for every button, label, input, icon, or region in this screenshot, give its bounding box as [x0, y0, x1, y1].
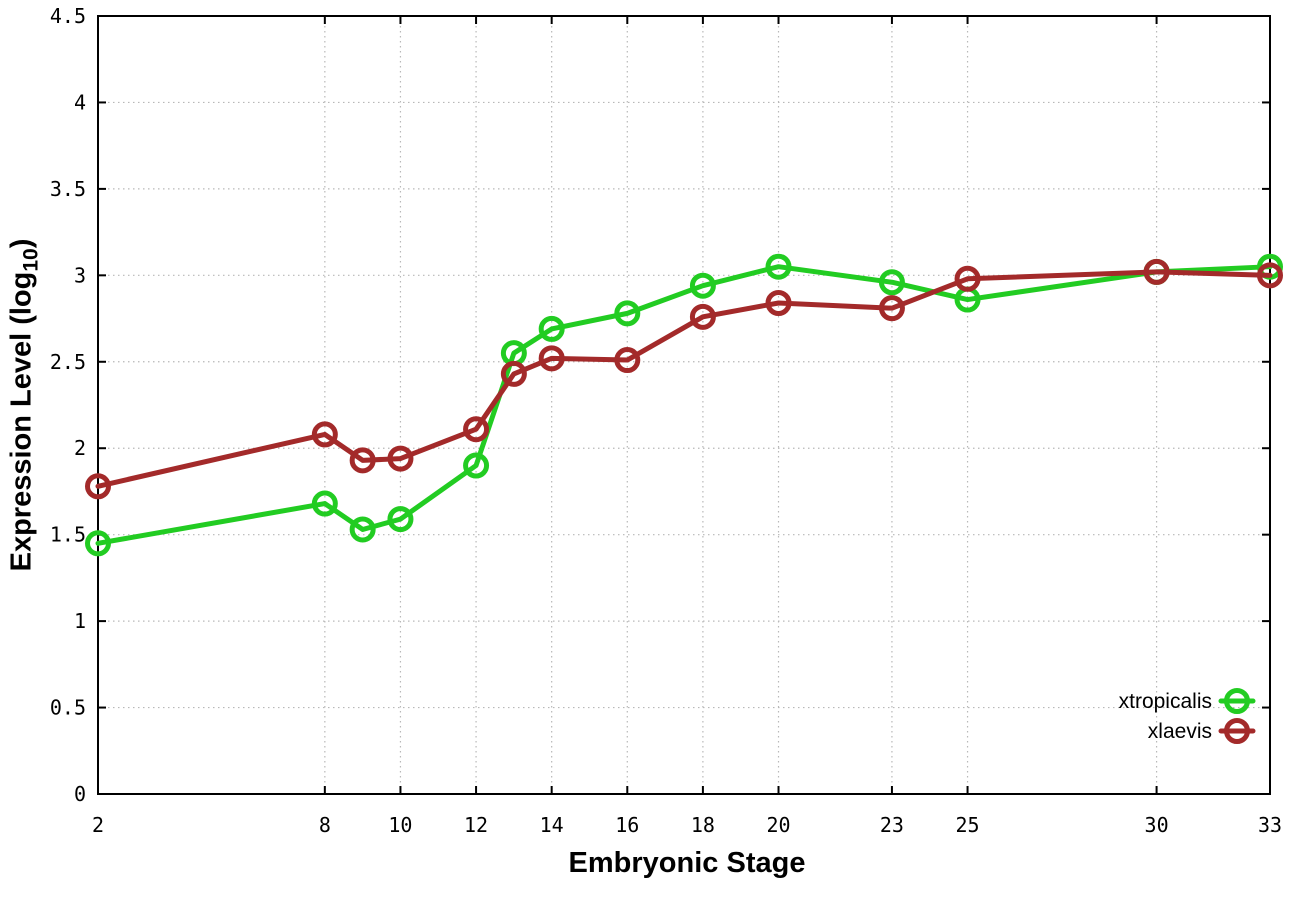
x-tick-label: 10 — [388, 813, 412, 837]
legend-sample-marker-xlaevis — [1224, 718, 1250, 744]
data-point-xlaevis — [614, 347, 641, 374]
data-point-xlaevis — [349, 447, 376, 474]
data-point-xlaevis — [463, 416, 490, 443]
x-axis-title: Embryonic Stage — [568, 847, 806, 879]
data-point-xlaevis — [1257, 262, 1283, 289]
data-point-xlaevis — [878, 295, 905, 322]
y-tick-label: 3.5 — [50, 177, 86, 201]
data-point-xlaevis — [85, 473, 111, 500]
series-line-xtropicalis — [95, 264, 1273, 546]
data-point-xtropicalis — [349, 516, 376, 543]
series-line-xlaevis — [95, 269, 1273, 489]
x-tick-label: 25 — [956, 813, 980, 837]
y-tick-label: 4.5 — [50, 4, 86, 28]
x-tick-label: 23 — [880, 813, 904, 837]
x-tick-label: 2 — [92, 813, 104, 837]
data-point-xlaevis — [311, 421, 338, 448]
data-point-xlaevis — [500, 360, 527, 387]
x-tick-label: 8 — [319, 813, 331, 837]
x-tick-label: 33 — [1258, 813, 1282, 837]
data-point-xlaevis — [1143, 258, 1170, 285]
legend-label-xtropicalis: xtropicalis — [1119, 690, 1212, 713]
y-tick-label: 2 — [74, 436, 86, 460]
data-point-xlaevis — [689, 303, 716, 330]
x-tick-label: 30 — [1145, 813, 1169, 837]
data-point-xlaevis — [765, 289, 792, 316]
data-point-xtropicalis — [538, 315, 565, 342]
data-point-xtropicalis — [463, 452, 490, 479]
y-axis-title-main: Expression Level (log — [5, 271, 38, 572]
y-tick-label: 0.5 — [50, 696, 86, 720]
data-point-xtropicalis — [689, 272, 716, 299]
data-point-xtropicalis — [311, 490, 338, 517]
y-tick-label: 0 — [74, 782, 86, 806]
x-tick-label: 18 — [691, 813, 715, 837]
data-point-xlaevis — [954, 265, 981, 292]
data-point-xtropicalis — [765, 253, 792, 280]
x-tick-label: 12 — [464, 813, 488, 837]
data-point-xtropicalis — [614, 300, 641, 327]
data-point-xtropicalis — [85, 530, 111, 557]
legend-sample-marker-xtropicalis — [1224, 688, 1250, 714]
x-tick-label: 14 — [540, 813, 564, 837]
data-point-xlaevis — [538, 345, 565, 372]
data-point-xtropicalis — [387, 506, 414, 533]
legend-label-xlaevis: xlaevis — [1148, 720, 1212, 743]
data-point-xtropicalis — [878, 269, 905, 296]
y-tick-label: 1.5 — [50, 523, 86, 547]
data-point-xlaevis — [387, 445, 414, 472]
y-axis-title-subscript: 10 — [19, 248, 43, 272]
y-axis-title-close: ) — [5, 238, 38, 249]
x-tick-label: 20 — [766, 813, 790, 837]
y-tick-label: 2.5 — [50, 350, 86, 374]
y-axis-title: Expression Level (log10) — [5, 238, 43, 572]
x-tick-label: 16 — [615, 813, 639, 837]
y-tick-label: 4 — [74, 90, 86, 114]
y-tick-label: 3 — [74, 263, 86, 287]
plot-border — [97, 15, 1271, 795]
y-tick-label: 1 — [74, 609, 86, 633]
